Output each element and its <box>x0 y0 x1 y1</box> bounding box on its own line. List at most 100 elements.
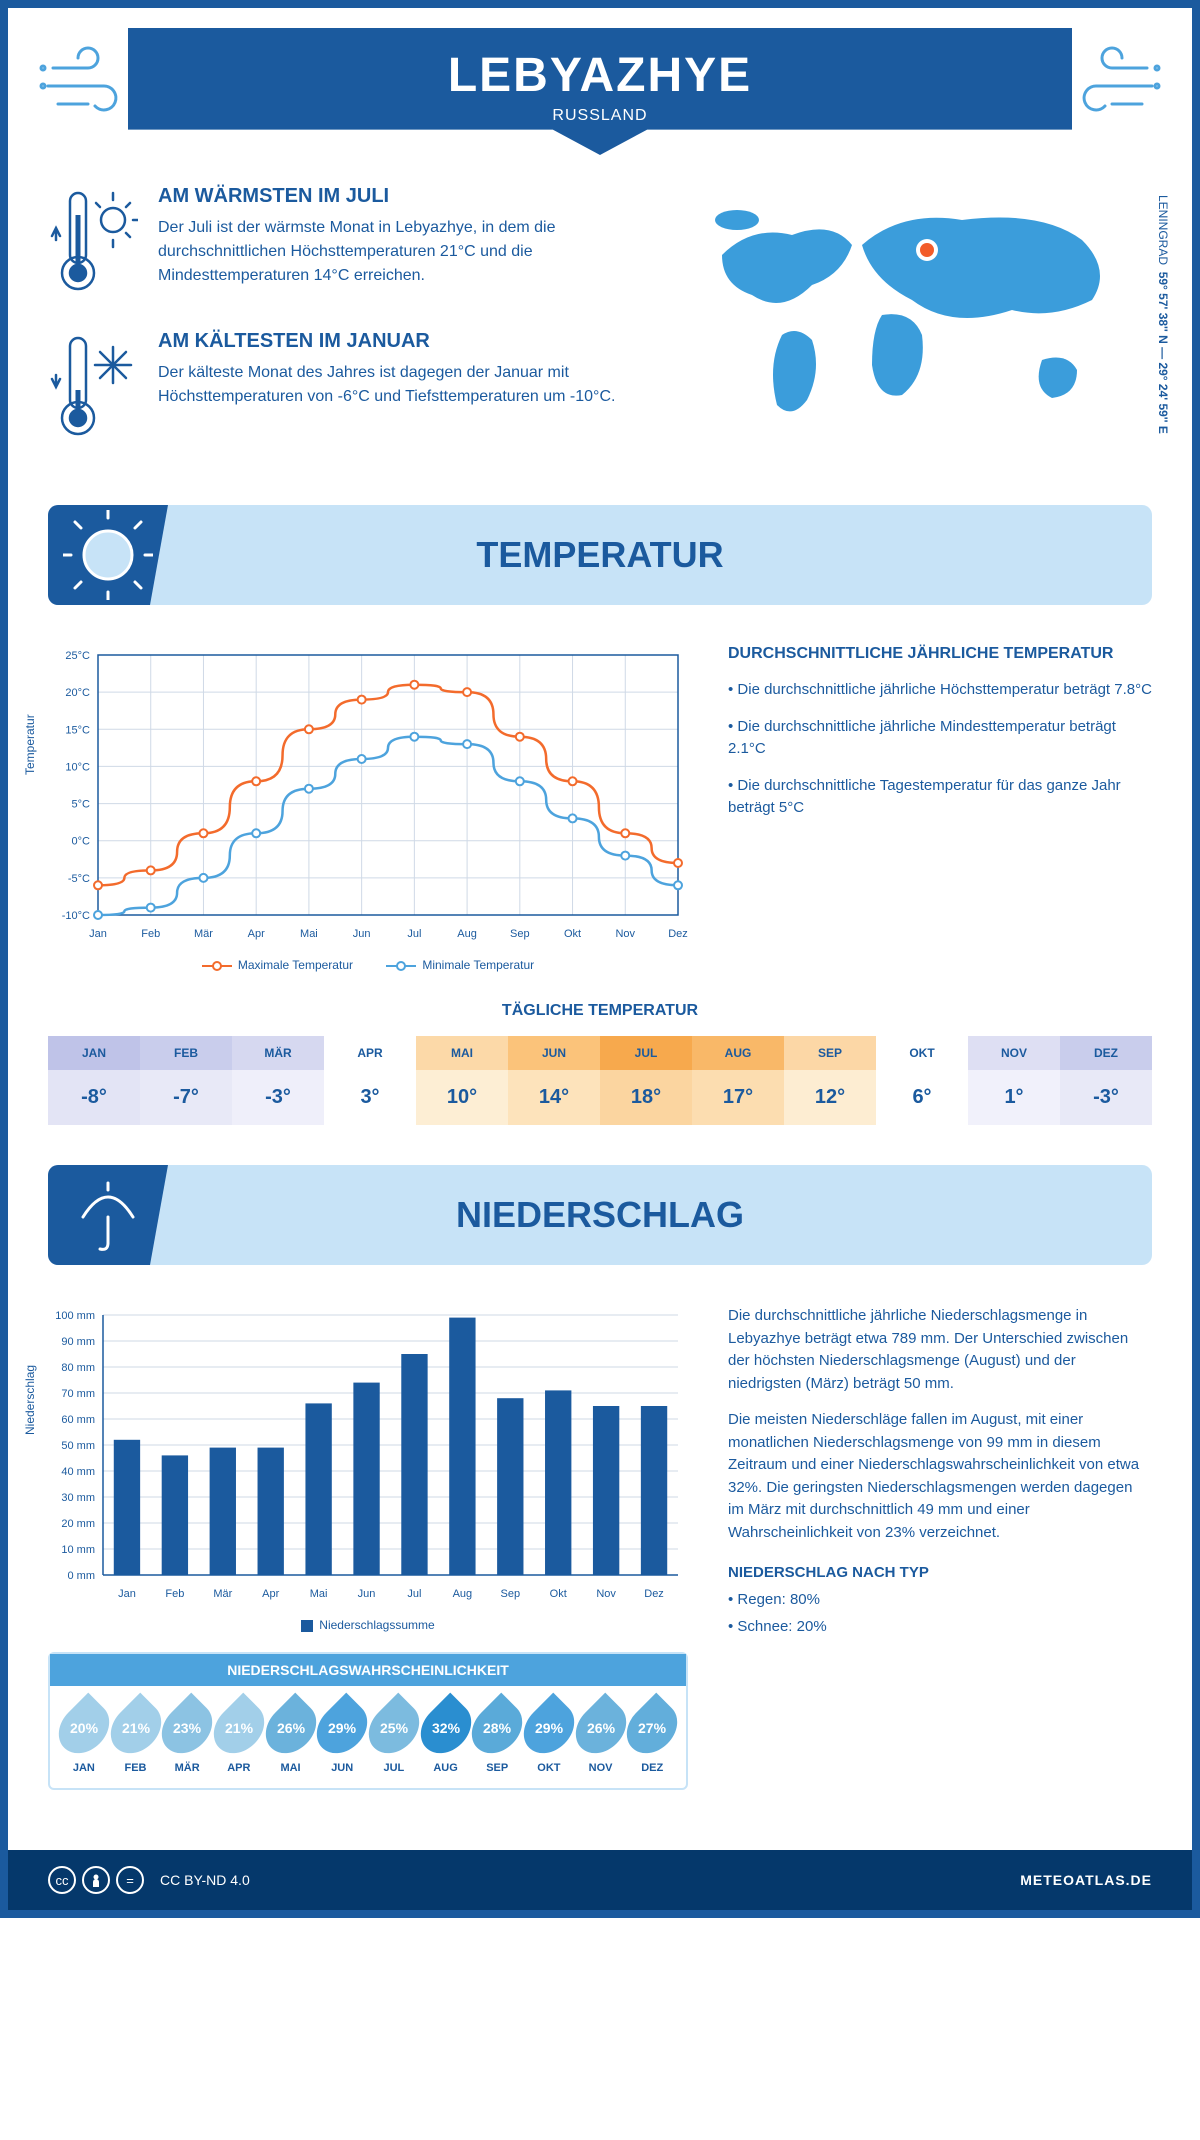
precipitation-drop: 32%AUG <box>420 1700 472 1774</box>
coldest-heading: AM KÄLTESTEN IM JANUAR <box>158 330 642 353</box>
daily-cell: MÄR-3° <box>232 1036 324 1125</box>
svg-text:10 mm: 10 mm <box>61 1544 95 1556</box>
svg-text:80 mm: 80 mm <box>61 1362 95 1374</box>
daily-temp-table: JAN-8°FEB-7°MÄR-3°APR3°MAI10°JUN14°JUL18… <box>48 1036 1152 1125</box>
license-badges: cc = CC BY-ND 4.0 <box>48 1866 250 1894</box>
temperature-legend: Maximale Temperatur Minimale Temperatur <box>48 958 688 972</box>
svg-text:Jan: Jan <box>118 1588 136 1600</box>
warmest-summary: AM WÄRMSTEN IM JULI Der Juli ist der wär… <box>48 185 642 300</box>
svg-text:Mär: Mär <box>213 1588 232 1600</box>
precipitation-drop: 29%JUN <box>316 1700 368 1774</box>
page-subtitle: RUSSLAND <box>128 107 1072 125</box>
precipitation-drop: 23%MÄR <box>161 1700 213 1774</box>
daily-cell: MAI10° <box>416 1036 508 1125</box>
warmest-heading: AM WÄRMSTEN IM JULI <box>158 185 642 208</box>
svg-text:Nov: Nov <box>615 928 635 940</box>
by-icon <box>82 1866 110 1894</box>
daily-cell: APR3° <box>324 1036 416 1125</box>
precipitation-drop: 21%FEB <box>110 1700 162 1774</box>
sun-icon <box>48 505 168 605</box>
precipitation-bar-chart: Niederschlag 0 mm10 mm20 mm30 mm40 mm50 … <box>48 1305 688 1610</box>
svg-text:20°C: 20°C <box>65 687 90 699</box>
svg-text:Jun: Jun <box>353 928 371 940</box>
thermometer-cold-icon <box>48 330 138 445</box>
precipitation-drop: 26%MAI <box>265 1700 317 1774</box>
precipitation-drop: 21%APR <box>213 1700 265 1774</box>
daily-cell: JAN-8° <box>48 1036 140 1125</box>
temperature-banner: TEMPERATUR <box>48 505 1152 605</box>
cc-icon: cc <box>48 1866 76 1894</box>
daily-cell: JUN14° <box>508 1036 600 1125</box>
umbrella-icon <box>48 1165 168 1265</box>
daily-cell: NOV1° <box>968 1036 1060 1125</box>
precipitation-banner: NIEDERSCHLAG <box>48 1165 1152 1265</box>
svg-text:50 mm: 50 mm <box>61 1440 95 1452</box>
precipitation-probability-table: NIEDERSCHLAGSWAHRSCHEINLICHKEIT 20%JAN21… <box>48 1652 688 1790</box>
daily-cell: FEB-7° <box>140 1036 232 1125</box>
svg-text:90 mm: 90 mm <box>61 1336 95 1348</box>
svg-text:Apr: Apr <box>262 1588 279 1600</box>
svg-text:60 mm: 60 mm <box>61 1414 95 1426</box>
svg-text:Aug: Aug <box>453 1588 473 1600</box>
precipitation-drop: 27%DEZ <box>626 1700 678 1774</box>
precipitation-drop: 26%NOV <box>575 1700 627 1774</box>
svg-text:Dez: Dez <box>644 1588 664 1600</box>
svg-text:Mai: Mai <box>300 928 318 940</box>
svg-text:Sep: Sep <box>510 928 530 940</box>
temperature-line-chart: Temperatur -10°C-5°C0°C5°C10°C15°C20°C25… <box>48 645 688 950</box>
svg-text:30 mm: 30 mm <box>61 1492 95 1504</box>
svg-text:0°C: 0°C <box>72 836 91 848</box>
svg-text:Apr: Apr <box>248 928 265 940</box>
precipitation-drop: 20%JAN <box>58 1700 110 1774</box>
svg-text:0 mm: 0 mm <box>68 1570 96 1582</box>
svg-text:Feb: Feb <box>165 1588 184 1600</box>
thermometer-hot-icon <box>48 185 138 300</box>
coldest-text: Der kälteste Monat des Jahres ist dagege… <box>158 361 642 409</box>
svg-text:Feb: Feb <box>141 928 160 940</box>
site-name: METEOATLAS.DE <box>1020 1872 1152 1888</box>
coordinates: LENINGRAD 59° 57' 38'' N — 29° 24' 59'' … <box>1156 195 1170 434</box>
svg-text:Jan: Jan <box>89 928 107 940</box>
svg-text:100 mm: 100 mm <box>55 1310 95 1322</box>
daily-cell: OKT6° <box>876 1036 968 1125</box>
svg-text:Jul: Jul <box>407 928 421 940</box>
precipitation-title: NIEDERSCHLAG <box>168 1194 1152 1236</box>
svg-text:Jun: Jun <box>358 1588 376 1600</box>
svg-text:Mär: Mär <box>194 928 213 940</box>
svg-text:15°C: 15°C <box>65 724 90 736</box>
svg-text:5°C: 5°C <box>72 799 91 811</box>
precipitation-info: Die durchschnittliche jährliche Niedersc… <box>728 1305 1152 1790</box>
world-map: LENINGRAD 59° 57' 38'' N — 29° 24' 59'' … <box>672 185 1152 475</box>
daily-cell: SEP12° <box>784 1036 876 1125</box>
daily-temp-title: TÄGLICHE TEMPERATUR <box>48 1002 1152 1020</box>
svg-text:Aug: Aug <box>457 928 477 940</box>
svg-text:-5°C: -5°C <box>68 873 90 885</box>
precipitation-drop: 29%OKT <box>523 1700 575 1774</box>
svg-text:Mai: Mai <box>310 1588 328 1600</box>
svg-text:70 mm: 70 mm <box>61 1388 95 1400</box>
svg-text:Dez: Dez <box>668 928 688 940</box>
temperature-info: DURCHSCHNITTLICHE JÄHRLICHE TEMPERATUR •… <box>728 645 1152 972</box>
svg-text:-10°C: -10°C <box>62 910 90 922</box>
svg-text:10°C: 10°C <box>65 761 90 773</box>
header-banner: LEBYAZHYE RUSSLAND <box>128 28 1072 155</box>
page-title: LEBYAZHYE <box>128 48 1072 103</box>
nd-icon: = <box>116 1866 144 1894</box>
svg-text:Okt: Okt <box>564 928 581 940</box>
precipitation-drop: 25%JUL <box>368 1700 420 1774</box>
warmest-text: Der Juli ist der wärmste Monat in Lebyaz… <box>158 216 642 288</box>
precipitation-drop: 28%SEP <box>471 1700 523 1774</box>
daily-cell: JUL18° <box>600 1036 692 1125</box>
svg-text:25°C: 25°C <box>65 650 90 662</box>
precipitation-legend: Niederschlagssumme <box>48 1618 688 1632</box>
svg-text:Okt: Okt <box>550 1588 567 1600</box>
temperature-title: TEMPERATUR <box>168 534 1152 576</box>
daily-cell: AUG17° <box>692 1036 784 1125</box>
svg-text:40 mm: 40 mm <box>61 1466 95 1478</box>
svg-text:20 mm: 20 mm <box>61 1518 95 1530</box>
svg-text:Sep: Sep <box>501 1588 521 1600</box>
svg-text:Jul: Jul <box>407 1588 421 1600</box>
footer: cc = CC BY-ND 4.0 METEOATLAS.DE <box>8 1850 1192 1910</box>
daily-cell: DEZ-3° <box>1060 1036 1152 1125</box>
coldest-summary: AM KÄLTESTEN IM JANUAR Der kälteste Mona… <box>48 330 642 445</box>
